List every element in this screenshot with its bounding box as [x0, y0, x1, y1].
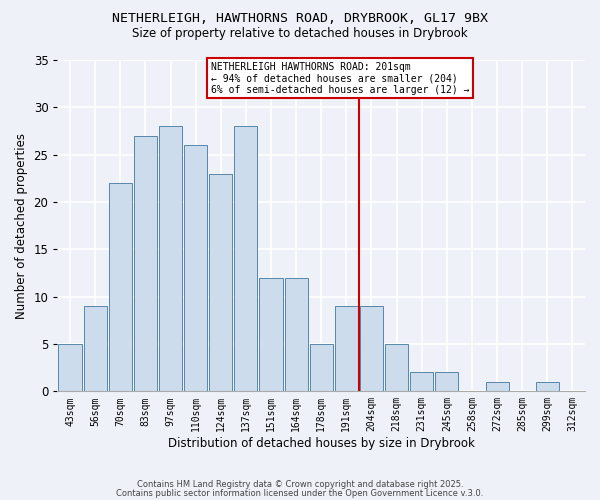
Bar [360, 306, 383, 392]
Text: Contains public sector information licensed under the Open Government Licence v.: Contains public sector information licen… [116, 488, 484, 498]
Bar [58, 344, 82, 392]
Bar [310, 344, 333, 392]
Text: NETHERLEIGH HAWTHORNS ROAD: 201sqm
← 94% of detached houses are smaller (204)
6%: NETHERLEIGH HAWTHORNS ROAD: 201sqm ← 94%… [211, 62, 469, 95]
Text: NETHERLEIGH, HAWTHORNS ROAD, DRYBROOK, GL17 9BX: NETHERLEIGH, HAWTHORNS ROAD, DRYBROOK, G… [112, 12, 488, 26]
Bar [385, 344, 408, 392]
X-axis label: Distribution of detached houses by size in Drybrook: Distribution of detached houses by size … [168, 437, 475, 450]
Bar [109, 183, 132, 392]
Bar [435, 372, 458, 392]
Bar [284, 278, 308, 392]
Text: Contains HM Land Registry data © Crown copyright and database right 2025.: Contains HM Land Registry data © Crown c… [137, 480, 463, 489]
Bar [259, 278, 283, 392]
Bar [410, 372, 433, 392]
Bar [159, 126, 182, 392]
Bar [134, 136, 157, 392]
Bar [235, 126, 257, 392]
Bar [335, 306, 358, 392]
Bar [184, 145, 207, 392]
Bar [83, 306, 107, 392]
Text: Size of property relative to detached houses in Drybrook: Size of property relative to detached ho… [132, 28, 468, 40]
Y-axis label: Number of detached properties: Number of detached properties [15, 132, 28, 318]
Bar [209, 174, 232, 392]
Bar [485, 382, 509, 392]
Bar [536, 382, 559, 392]
